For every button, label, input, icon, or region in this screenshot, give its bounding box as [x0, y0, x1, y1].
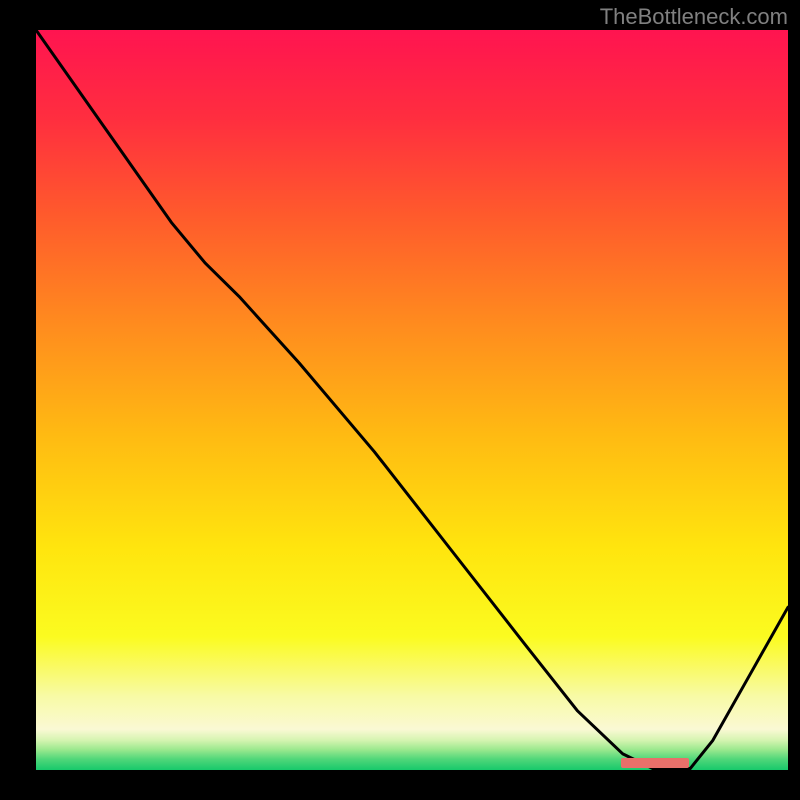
curve-line	[36, 30, 788, 770]
watermark-text: TheBottleneck.com	[600, 4, 788, 30]
highlight-marker	[621, 758, 689, 768]
plot-area	[36, 30, 788, 770]
